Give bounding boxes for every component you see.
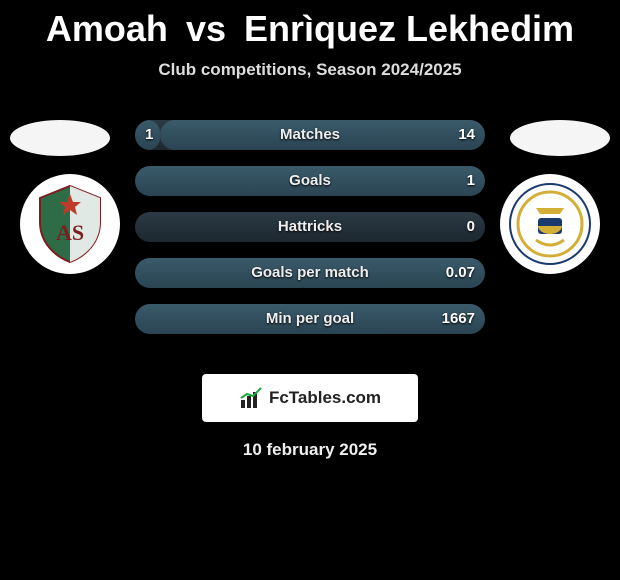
stat-right-value: 1 (467, 166, 475, 196)
stat-row: Goals per match0.07 (135, 258, 485, 288)
svg-text:AS: AS (56, 220, 84, 245)
stat-label: Goals (135, 166, 485, 196)
subtitle: Club competitions, Season 2024/2025 (0, 60, 620, 80)
chart-icon (239, 386, 263, 410)
player1-name: Amoah (46, 8, 168, 49)
stat-row: Min per goal1667 (135, 304, 485, 334)
comparison-panel: AS 1Matches14Goals1Hattricks0Goals per m… (0, 110, 620, 370)
stats-list: 1Matches14Goals1Hattricks0Goals per matc… (135, 120, 485, 350)
club-badge-left-icon: AS (26, 180, 114, 268)
date-label: 10 february 2025 (0, 440, 620, 460)
stat-label: Hattricks (135, 212, 485, 242)
stat-label: Matches (135, 120, 485, 150)
stat-right-value: 0 (467, 212, 475, 242)
brand-box: FcTables.com (202, 374, 418, 422)
player2-club-badge (500, 174, 600, 274)
stat-row: Goals1 (135, 166, 485, 196)
stat-right-value: 0.07 (446, 258, 475, 288)
stat-row: 1Matches14 (135, 120, 485, 150)
stat-right-value: 14 (458, 120, 475, 150)
stat-right-value: 1667 (442, 304, 475, 334)
vs-label: vs (186, 8, 226, 49)
player1-club-badge: AS (20, 174, 120, 274)
stat-label: Min per goal (135, 304, 485, 334)
brand-text: FcTables.com (269, 388, 381, 408)
player2-avatar (510, 120, 610, 156)
player1-avatar (10, 120, 110, 156)
page-title: Amoah vs Enrìquez Lekhedim (0, 0, 620, 50)
club-badge-right-icon (506, 180, 594, 268)
stat-label: Goals per match (135, 258, 485, 288)
player2-name: Enrìquez Lekhedim (244, 8, 574, 49)
stat-row: Hattricks0 (135, 212, 485, 242)
